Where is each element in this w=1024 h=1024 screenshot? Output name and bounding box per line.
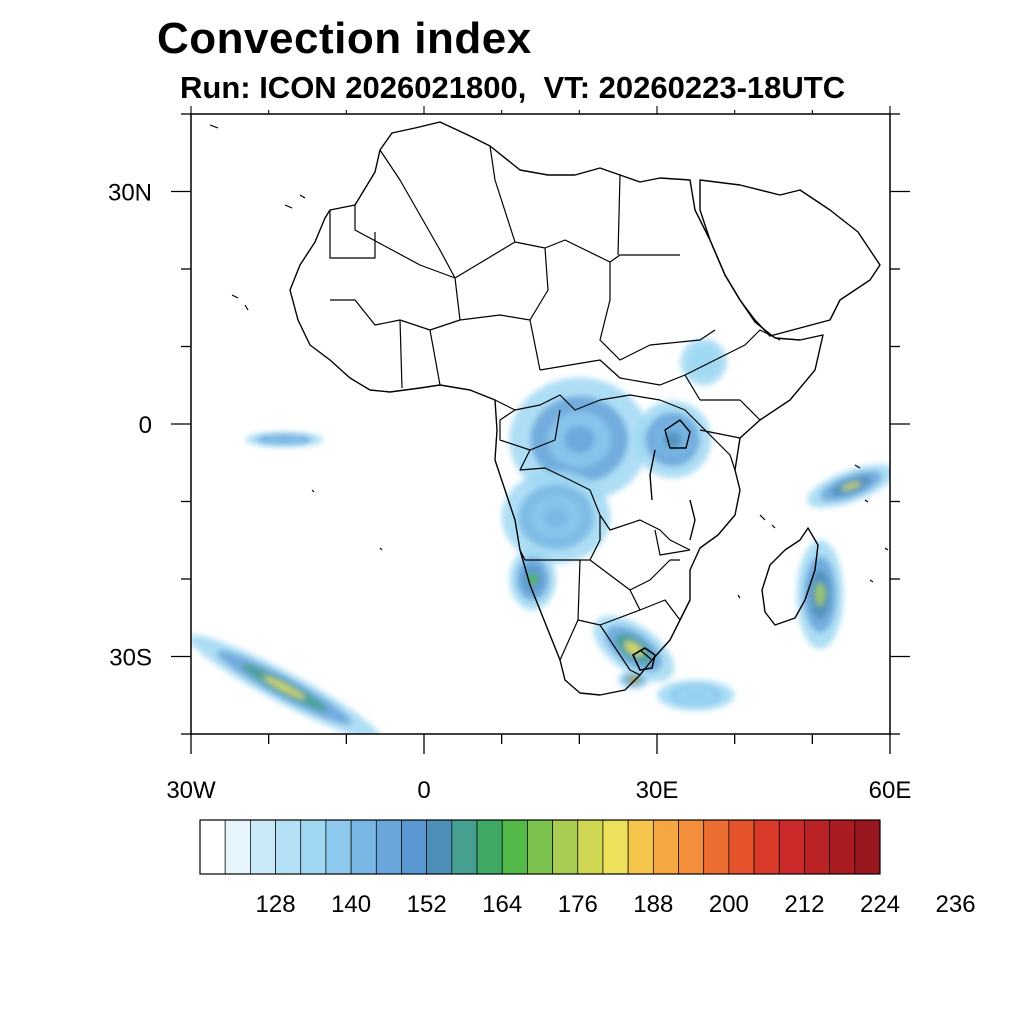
colorbar-swatch <box>426 819 453 875</box>
colorbar-label: 212 <box>784 891 824 918</box>
x-tick-label: 30E <box>636 777 679 804</box>
colorbar-label: 200 <box>709 891 749 918</box>
field-contour <box>263 675 306 700</box>
colorbar-label: 236 <box>936 891 976 918</box>
field-south-africa-band <box>593 615 675 682</box>
country-borders <box>329 145 781 676</box>
colorbar-swatch <box>250 819 276 875</box>
x-tick-label: 30W <box>166 777 216 804</box>
colorbar-label: 224 <box>860 891 900 918</box>
convection-field <box>191 338 890 734</box>
field-madagascar-east <box>796 540 844 649</box>
y-tick-label: 30N <box>108 180 152 207</box>
field-lesotho-max <box>618 670 650 690</box>
axis-ticks: 30W 0 30E 60E 30N 0 30S <box>108 106 911 804</box>
chart-title: Convection index <box>157 14 532 63</box>
colorbar-swatch <box>602 819 629 875</box>
colorbar-swatch <box>199 819 226 875</box>
colorbar-swatch <box>350 819 377 875</box>
field-gulf-guinea-patch <box>245 431 324 448</box>
colorbar-swatch <box>804 819 830 875</box>
colorbar: 128 140 152 164 176 188 200 212 224 236 <box>199 819 976 918</box>
field-atlantic-streak <box>191 634 381 734</box>
colorbar-swatch <box>552 819 579 875</box>
field-contour <box>841 481 861 491</box>
colorbar-swatch <box>778 819 805 875</box>
colorbar-label: 128 <box>256 891 296 918</box>
colorbar-swatch <box>501 819 528 875</box>
colorbar-swatch <box>275 819 302 875</box>
colorbar-swatch <box>829 819 856 875</box>
field-namibia-coast <box>509 548 557 610</box>
colorbar-swatch <box>224 819 251 875</box>
field-contour <box>563 425 595 454</box>
africa-coastline <box>289 121 824 696</box>
lesotho-border <box>632 647 656 671</box>
colorbar-swatch <box>300 819 327 875</box>
y-tick-label: 30S <box>109 645 152 672</box>
colorbar-swatch <box>753 819 780 875</box>
colorbar-label: 152 <box>407 891 447 918</box>
colorbar-label: 188 <box>633 891 673 918</box>
colorbar-frame <box>199 819 881 875</box>
y-tick-label: 0 <box>139 412 152 439</box>
islands <box>209 124 889 599</box>
field-mozambique-channel <box>657 679 735 711</box>
colorbar-swatch <box>451 819 478 875</box>
field-angola-congo <box>501 470 611 564</box>
colorbar-label: 176 <box>558 891 598 918</box>
colorbar-swatch <box>375 819 402 875</box>
field-contour <box>275 437 293 442</box>
arabia-coastline <box>699 179 881 337</box>
lake-victoria <box>664 419 691 449</box>
colorbar-label: 140 <box>331 891 371 918</box>
colorbar-swatch <box>476 819 503 875</box>
field-east-africa-lakes <box>633 400 712 479</box>
field-indian-ocean-band <box>807 464 890 508</box>
madagascar-coastline <box>761 527 819 626</box>
colorbar-swatch <box>854 819 881 875</box>
colorbar-swatch <box>728 819 755 875</box>
colorbar-swatch <box>703 819 730 875</box>
colorbar-swatch <box>325 819 352 875</box>
x-tick-label: 0 <box>417 777 430 804</box>
colorbar-label: 164 <box>482 891 522 918</box>
great-lakes <box>649 449 696 541</box>
coastlines-and-borders <box>209 121 889 696</box>
colorbar-swatch <box>401 819 428 875</box>
x-tick-label: 60E <box>869 777 912 804</box>
colorbar-swatch <box>627 819 654 875</box>
colorbar-swatch <box>527 819 553 875</box>
colorbar-swatch <box>577 819 604 875</box>
field-central-africa <box>509 377 650 502</box>
field-contour <box>544 506 568 528</box>
field-contour <box>814 582 826 607</box>
colorbar-swatch <box>678 819 705 875</box>
colorbar-swatch <box>652 819 679 875</box>
field-contour <box>687 691 705 699</box>
chart-subtitle: Run: ICON 2026021800, VT: 20260223-18UTC <box>180 70 846 105</box>
field-contour <box>527 572 538 586</box>
